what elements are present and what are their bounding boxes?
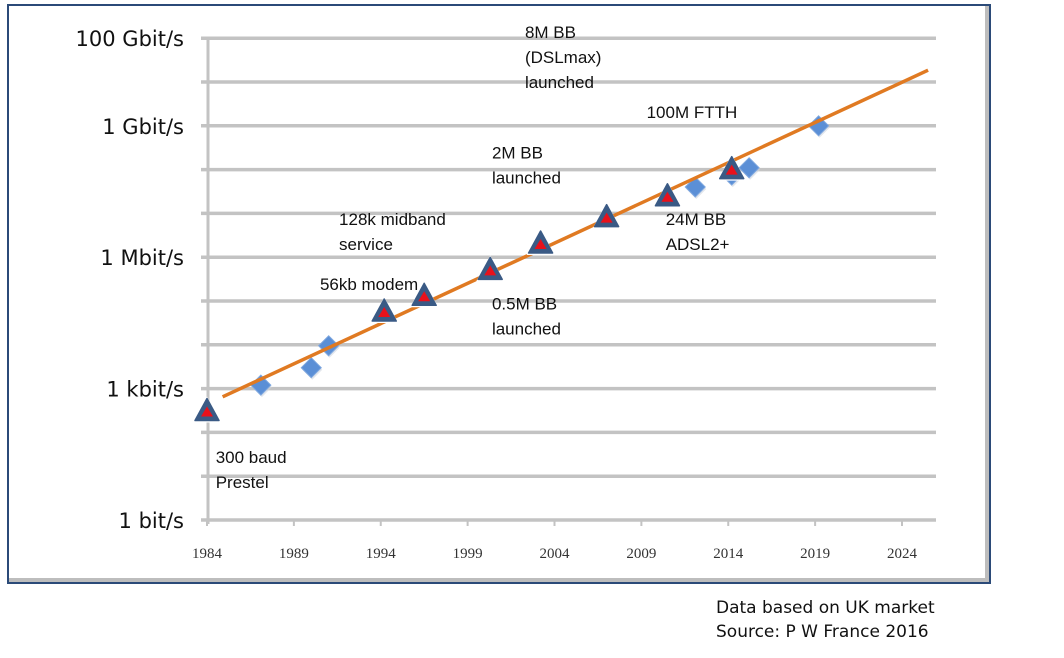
annotation-line: 128k midband (339, 210, 446, 229)
annotations: 300 baud Prestel 56kb modem 128k midband ser… (216, 23, 738, 492)
annotation-line: 100M FTTH (647, 103, 738, 122)
annotation-line: 300 baud (216, 448, 287, 467)
x-tick-label: 1984 (192, 546, 223, 562)
y-tick-label: 100 Gbit/s (76, 27, 184, 51)
triangle-point (600, 212, 613, 223)
annotation-line: Prestel (216, 473, 269, 492)
y-tick-labels: 1 bit/s 1 kbit/s 1 Mbit/s 1 Gbit/s 100 Gbit/… (76, 27, 184, 533)
trendline-group (221, 68, 929, 399)
x-tick-label: 2024 (887, 546, 918, 562)
annotation: 56kb modem (320, 275, 418, 294)
annotation-line: (DSLmax) (525, 48, 602, 67)
annotation: 300 baud Prestel (216, 448, 287, 492)
x-tick-label: 1989 (279, 546, 309, 562)
annotation: 24M BB ADSL2+ (666, 210, 730, 254)
annotation: 8M BB (DSLmax) launched (525, 23, 602, 92)
chart-frame (7, 4, 991, 584)
x-tick-label: 2014 (713, 546, 744, 562)
triangle-point (378, 307, 391, 318)
triangle-point (201, 406, 213, 417)
footnote: Data based on UK market Source: P W Fran… (716, 596, 935, 644)
triangle-point (661, 191, 674, 202)
annotation-line: launched (525, 73, 594, 92)
milestone-series (193, 154, 746, 423)
annotation-line: 0.5M BB (492, 294, 557, 313)
y-tick-label: 1 Gbit/s (102, 115, 184, 139)
x-tick-label: 2004 (540, 546, 571, 562)
y-tick-label: 1 Mbit/s (100, 246, 184, 270)
triangle-point (418, 291, 431, 302)
triangle-point (725, 164, 738, 175)
y-tick-label: 1 bit/s (119, 509, 184, 533)
annotation-line: 2M BB (492, 143, 543, 162)
x-tick-label: 2019 (800, 546, 830, 562)
x-tick-labels: 1984 1989 1994 1999 2004 2009 2014 2019 2024 (192, 546, 918, 562)
axes (201, 38, 936, 526)
annotation-line: launched (492, 319, 561, 338)
annotation: 0.5M BB launched (492, 294, 561, 338)
y-tick-label: 1 kbit/s (106, 378, 184, 402)
annotation: 128k midband service (339, 210, 446, 254)
x-tick-label: 2009 (626, 546, 656, 562)
x-tick-label: 1994 (366, 546, 397, 562)
annotation: 100M FTTH (647, 103, 738, 122)
diamond-point (300, 356, 322, 379)
gridlines (201, 36, 936, 522)
annotation: 2M BB launched (492, 143, 561, 187)
annotation-line: 8M BB (525, 23, 576, 42)
annotation-line: 56kb modem (320, 275, 418, 294)
x-tick-label: 1999 (453, 546, 483, 562)
footnote-line-2: Source: P W France 2016 (716, 622, 929, 642)
annotation-line: 24M BB (666, 210, 726, 229)
triangle-point (484, 265, 497, 276)
annotation-line: launched (492, 168, 561, 187)
trendline (221, 68, 929, 399)
annotation-line: service (339, 235, 393, 254)
triangle-point (534, 239, 547, 250)
diamond-point (738, 157, 760, 179)
footnote-line-1: Data based on UK market (716, 598, 935, 618)
annotation-line: ADSL2+ (666, 235, 730, 254)
